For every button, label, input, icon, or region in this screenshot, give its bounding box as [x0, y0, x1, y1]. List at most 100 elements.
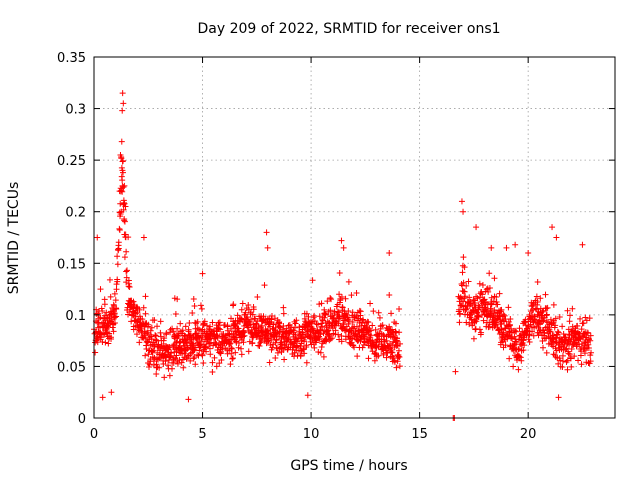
- data-point: [152, 336, 159, 343]
- x-axis-label: GPS time / hours: [290, 458, 407, 474]
- data-point: [153, 355, 160, 362]
- data-point: [153, 370, 160, 377]
- y-axis-label: SRMTID / TECUs: [6, 182, 22, 295]
- data-point: [566, 351, 573, 358]
- data-point: [460, 208, 467, 215]
- x-tick-label: 0: [90, 427, 98, 442]
- data-point: [371, 357, 378, 364]
- data-point: [359, 344, 366, 351]
- data-point: [540, 344, 547, 351]
- data-point: [588, 349, 595, 356]
- data-point: [186, 319, 193, 326]
- data-point: [317, 349, 324, 356]
- data-point: [365, 355, 372, 362]
- data-point: [216, 360, 223, 367]
- data-point: [275, 319, 282, 326]
- data-point: [266, 359, 273, 366]
- data-point: [564, 357, 571, 364]
- data-point: [393, 343, 400, 350]
- data-point: [543, 305, 550, 312]
- data-point: [383, 354, 390, 361]
- data-point: [305, 313, 312, 320]
- data-point: [569, 305, 576, 312]
- data-point: [559, 358, 566, 365]
- data-point: [324, 298, 331, 305]
- data-point: [506, 321, 513, 328]
- data-point: [393, 364, 400, 371]
- data-point: [520, 347, 527, 354]
- y-tick-label: 0.1: [65, 309, 86, 324]
- data-point: [475, 313, 482, 320]
- data-point: [503, 244, 510, 251]
- data-point: [481, 296, 488, 303]
- x-tick-label: 5: [198, 427, 206, 442]
- data-point: [513, 328, 520, 335]
- data-point: [157, 329, 164, 336]
- data-point: [316, 335, 323, 342]
- data-point: [185, 328, 192, 335]
- axis-ticks: 0 0.05 0.1 0.15 0.2 0.25 0.3 0.35 0 5 10 15 20: [57, 51, 615, 442]
- data-point: [458, 302, 465, 309]
- data-point: [265, 327, 272, 334]
- data-point: [280, 310, 287, 317]
- data-point: [180, 364, 187, 371]
- data-point: [316, 313, 323, 320]
- data-point: [480, 317, 487, 324]
- data-point: [136, 306, 143, 313]
- data-point: [466, 294, 473, 301]
- data-point: [119, 188, 126, 195]
- data-point: [227, 340, 234, 347]
- data-point: [579, 241, 586, 248]
- data-point: [177, 320, 184, 327]
- data-point: [554, 328, 561, 335]
- data-point: [518, 357, 525, 364]
- data-point: [460, 279, 467, 286]
- data-point: [452, 368, 459, 375]
- data-point: [555, 394, 562, 401]
- data-point: [185, 396, 192, 403]
- data-point: [336, 269, 343, 276]
- data-point: [510, 342, 517, 349]
- data-point: [129, 301, 136, 308]
- data-point: [335, 309, 342, 316]
- data-point: [585, 341, 592, 348]
- data-point: [332, 327, 339, 334]
- data-point: [303, 342, 310, 349]
- data-point: [344, 314, 351, 321]
- data-point: [392, 328, 399, 335]
- data-point: [516, 353, 523, 360]
- data-point: [258, 322, 265, 329]
- data-point: [369, 338, 376, 345]
- data-point: [332, 318, 339, 325]
- data-point: [170, 359, 177, 366]
- data-point: [335, 331, 342, 338]
- data-point: [467, 300, 474, 307]
- data-point: [145, 321, 152, 328]
- data-point: [559, 364, 566, 371]
- data-point: [297, 342, 304, 349]
- data-point: [118, 154, 125, 161]
- data-point: [149, 348, 156, 355]
- data-point: [389, 349, 396, 356]
- data-point: [101, 301, 108, 308]
- data-point: [273, 337, 280, 344]
- data-point: [578, 361, 585, 368]
- data-point: [98, 305, 105, 312]
- data-point: [111, 320, 118, 327]
- data-point: [250, 303, 257, 310]
- data-point: [348, 292, 355, 299]
- data-point: [182, 323, 189, 330]
- grid: [94, 57, 615, 418]
- data-point: [203, 343, 210, 350]
- data-point: [209, 319, 216, 326]
- data-point: [213, 363, 220, 370]
- data-point: [319, 323, 326, 330]
- data-point: [526, 338, 533, 345]
- data-point: [311, 318, 318, 325]
- data-point: [142, 293, 149, 300]
- data-point: [396, 363, 403, 370]
- data-point: [309, 277, 316, 284]
- data-point: [128, 318, 135, 325]
- data-point: [172, 310, 179, 317]
- data-point: [228, 350, 235, 357]
